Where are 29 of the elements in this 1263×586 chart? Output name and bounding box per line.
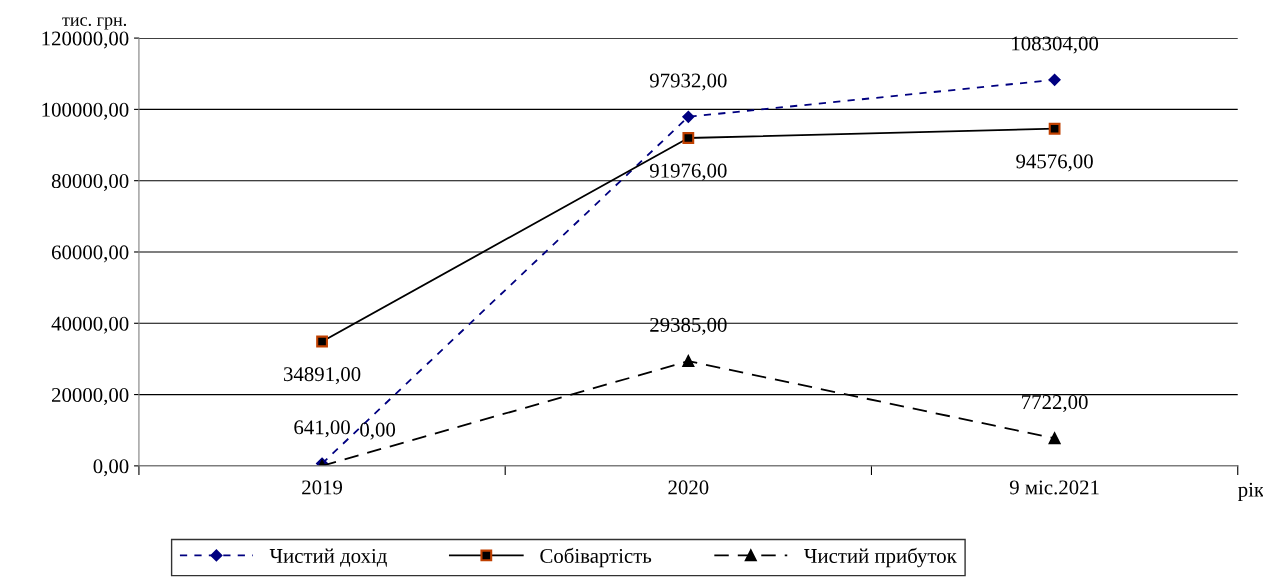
y-tick-label: 120000,00 — [42, 31, 129, 49]
data-label: 97932,00 — [649, 73, 727, 91]
y-tick-label: 80000,00 — [51, 174, 129, 192]
y-tick-label: 40000,00 — [51, 316, 129, 334]
point — [1048, 122, 1061, 135]
point — [682, 355, 695, 368]
point — [1048, 73, 1061, 86]
data-label: 7722,00 — [1022, 395, 1088, 413]
point — [682, 110, 695, 123]
y-tick-label: 20000,00 — [52, 387, 129, 405]
data-label: 0,00 — [360, 422, 396, 440]
data-label: 34891,00 — [284, 367, 361, 385]
y-tick-label: 60000,00 — [51, 245, 129, 263]
point — [682, 132, 695, 144]
point — [1048, 432, 1061, 445]
data-label: 641,00 — [294, 420, 350, 438]
legend-label: Чистий дохід — [269, 548, 387, 567]
y-tick-label: 100000,00 — [42, 102, 129, 120]
x-tick-label: 2019 — [302, 480, 343, 495]
legend-label: Собівартість — [540, 547, 652, 568]
point — [316, 335, 328, 348]
data-label: 94576,00 — [1016, 154, 1093, 172]
y-tick-label: 0,00 — [93, 459, 129, 477]
x-tick-label: 2020 — [668, 480, 709, 495]
x-tick-label: 9 міс.2021 — [1009, 480, 1099, 495]
y-axis-title: тис. грн. — [62, 17, 127, 30]
legend-label: Чистий прибуток — [804, 547, 957, 568]
data-label: 108304,00 — [1012, 36, 1099, 54]
data-label: 91976,00 — [649, 163, 727, 181]
